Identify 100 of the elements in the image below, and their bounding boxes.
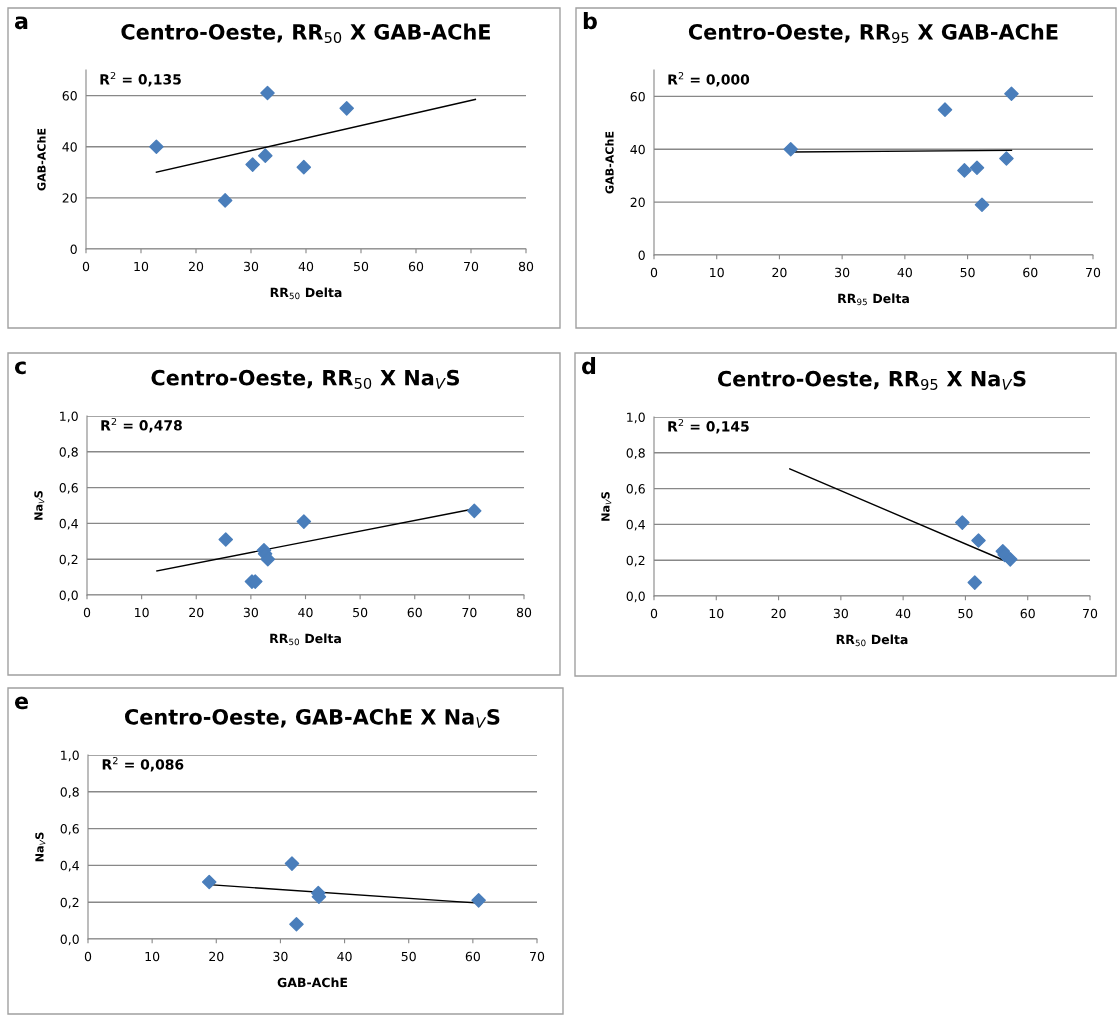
annotation: R$^{2}$ = 0,000 [668, 71, 750, 87]
chart-title: Centro-Oeste, RR$_{95}$ X GAB-AChE [688, 23, 1058, 44]
y-tick-label: 0,4 [59, 518, 78, 530]
x-tick-label: 10 [135, 607, 149, 618]
text: c [14, 361, 26, 375]
y-axis-title: GAB-AChE [37, 128, 46, 191]
text: e [14, 696, 28, 710]
y-tick-label: 0,0 [60, 934, 79, 946]
x-tick-label: 30 [835, 267, 850, 278]
point [149, 139, 164, 154]
y-tick-label: 0,6 [626, 484, 645, 495]
point [967, 575, 983, 590]
x-axis-title: RR$_{50}$ Delta [836, 634, 908, 647]
x-tick-label: 0 [650, 267, 658, 278]
point [974, 197, 990, 213]
y-axis-title: Na$_{V}$S [34, 491, 45, 520]
x-tick-label: 50 [960, 267, 975, 278]
point [937, 102, 953, 117]
x-axis-title: RR$_{50}$ Delta [270, 287, 342, 300]
annotation: R$^{2}$ = 0,478 [101, 417, 182, 433]
x-tick-label: 30 [243, 607, 258, 618]
point [471, 893, 486, 908]
x-tick-label: 60 [465, 951, 480, 962]
point [218, 532, 234, 547]
x-axis-title: GAB-AChE [277, 977, 348, 988]
x-tick-label: 70 [1083, 608, 1098, 619]
y-tick-label: 0,2 [626, 555, 645, 567]
x-axis-title: RR$_{95}$ Delta [838, 293, 909, 306]
text: b [583, 12, 597, 30]
y-axis-title: GAB-AChE [605, 131, 614, 194]
x-tick-label: 20 [772, 267, 787, 278]
x-tick-label: 50 [354, 261, 369, 272]
text: a [14, 16, 28, 30]
point [955, 515, 970, 530]
x-tick-label: 40 [897, 267, 912, 278]
y-tick-label: 0,4 [626, 519, 645, 531]
y-tick-label: 40 [630, 144, 645, 155]
annotation: R$^{2}$ = 0,145 [668, 418, 749, 434]
x-tick-label: 30 [244, 261, 259, 272]
x-tick-label: 40 [298, 607, 313, 618]
x-axis-title: RR$_{50}$ Delta [270, 633, 341, 646]
x-tick-label: 40 [298, 261, 314, 272]
x-tick-label: 0 [650, 608, 658, 619]
y-tick-label: 0,8 [60, 787, 79, 798]
point [201, 874, 217, 890]
point [1004, 86, 1019, 102]
chart-title: Centro-Oeste, GAB-AChE X Na$_{V}$S [125, 708, 500, 728]
point [957, 163, 972, 178]
x-tick-label: 70 [462, 607, 477, 618]
x-tick-label: 60 [1023, 267, 1038, 278]
y-axis-title: Na$_{V}$S [35, 832, 46, 862]
x-tick-label: 0 [84, 951, 92, 962]
y-tick-label: 20 [62, 193, 77, 203]
x-tick-label: 10 [709, 608, 724, 619]
x-tick-label: 10 [134, 261, 149, 272]
point [296, 514, 312, 529]
y-tick-label: 0,8 [626, 448, 645, 459]
point [284, 856, 300, 871]
y-tick-label: 40 [62, 142, 77, 152]
y-tick-label: 1,0 [627, 412, 645, 424]
x-tick-label: 30 [273, 951, 288, 962]
x-tick-label: 60 [1020, 608, 1035, 619]
x-tick-label: 0 [82, 261, 90, 272]
x-tick-label: 80 [518, 261, 534, 272]
x-tick-label: 10 [710, 267, 724, 278]
x-tick-label: 30 [833, 608, 848, 619]
point [783, 142, 798, 157]
point [258, 148, 273, 163]
chart-title: Centro-Oeste, RR$_{50}$ X GAB-AChE [121, 23, 490, 44]
x-tick-label: 50 [958, 608, 973, 619]
y-tick-label: 0,2 [59, 554, 78, 566]
chart-title: Centro-Oeste, RR$_{50}$ X Na$_{V}$S [151, 369, 460, 389]
x-tick-label: 20 [771, 608, 786, 619]
x-tick-label: 20 [188, 261, 204, 272]
x-tick-label: 70 [1086, 267, 1101, 278]
point [969, 160, 985, 176]
point [339, 101, 354, 116]
x-tick-label: 20 [189, 607, 204, 618]
y-tick-label: 0,4 [60, 860, 79, 872]
x-tick-label: 40 [895, 608, 911, 619]
point [999, 151, 1014, 166]
y-tick-label: 0,0 [59, 590, 78, 602]
annotation: R$^{2}$ = 0,135 [100, 71, 181, 87]
chart-title: Centro-Oeste, RR$_{95}$ X Na$_{V}$S [717, 370, 1026, 390]
y-tick-label: 20 [630, 197, 645, 208]
x-tick-label: 40 [337, 951, 352, 962]
x-tick-label: 50 [401, 951, 416, 962]
y-tick-label: 0,6 [59, 483, 78, 494]
y-tick-label: 0,6 [60, 824, 79, 835]
x-tick-label: 20 [209, 951, 224, 962]
point [260, 85, 275, 101]
y-tick-label: 1,0 [61, 750, 79, 762]
x-tick-label: 80 [516, 607, 532, 618]
point [296, 159, 312, 175]
point [289, 916, 304, 932]
point [217, 193, 233, 208]
point [467, 503, 482, 519]
x-tick-label: 60 [407, 607, 422, 618]
x-tick-label: 70 [464, 261, 479, 272]
y-tick-label: 0,0 [626, 591, 645, 603]
